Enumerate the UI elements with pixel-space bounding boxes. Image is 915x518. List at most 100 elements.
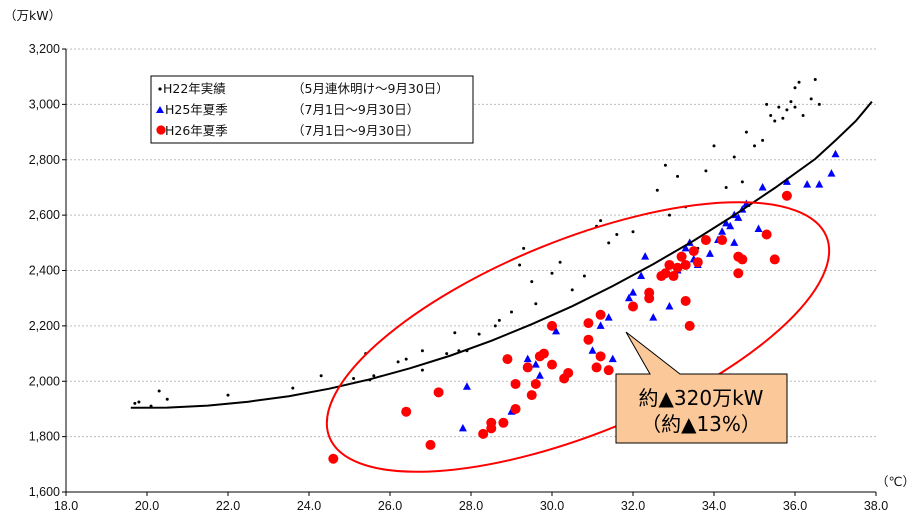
h22-data-point — [801, 113, 805, 117]
data-marks — [130, 77, 873, 464]
legend-period-h26: （7月1日〜9月30日） — [292, 123, 419, 138]
h22-data-point — [319, 374, 323, 378]
h22-data-point — [291, 386, 295, 390]
h22-data-point — [663, 163, 667, 167]
h22-data-point — [493, 324, 497, 328]
h25-data-point — [523, 354, 532, 363]
h26-data-point — [595, 309, 606, 320]
h25-data-point — [641, 252, 650, 260]
h22-data-point — [817, 102, 821, 106]
h26-data-point — [563, 367, 574, 378]
h22-data-point — [773, 119, 777, 123]
h22-data-point — [396, 360, 400, 364]
callout-box — [615, 331, 788, 444]
h25-data-point — [458, 423, 467, 432]
legend-box — [150, 75, 474, 144]
y-tick-label: 2,000 — [29, 374, 60, 388]
y-tick-label: 3,000 — [29, 97, 60, 111]
y-axis-unit-label: （万kW） — [4, 8, 61, 23]
h25-data-point — [726, 221, 735, 230]
h26-data-point — [433, 387, 444, 398]
h22-data-point — [615, 233, 619, 237]
h22-data-point — [497, 318, 501, 322]
h26-data-point — [680, 295, 691, 306]
h22-data-point — [226, 393, 230, 397]
h26-data-point — [502, 354, 513, 365]
h26-data-point — [583, 334, 594, 345]
h25-data-point — [705, 249, 714, 257]
h22-data-point — [372, 374, 376, 378]
h22-data-point — [510, 310, 513, 314]
h25-data-point — [535, 371, 544, 379]
h26-data-point — [510, 403, 521, 414]
h22-data-point — [420, 349, 424, 353]
legend-period-h25: （7月1日〜9月30日） — [292, 102, 419, 117]
h22-data-point — [582, 274, 586, 278]
h25-data-point — [734, 213, 743, 221]
h22-data-point — [558, 260, 562, 264]
legend-item-h22: H22年実績 （5月連休明け〜9月30日） — [158, 81, 449, 96]
h22-data-point — [631, 230, 635, 234]
h22-data-point — [445, 352, 449, 356]
h22-data-point — [352, 376, 356, 380]
h26-data-point — [700, 235, 711, 246]
h26-data-point — [538, 348, 549, 359]
h22-data-point — [781, 116, 785, 120]
y-tick-labels: 1,600 1,800 2,000 2,200 2,400 2,600 2,800 3,000… — [29, 42, 60, 499]
h25-data-point — [624, 293, 633, 302]
reduction-ellipse — [325, 201, 831, 473]
h25-data-point — [681, 243, 690, 252]
h25-data-point — [718, 227, 727, 235]
h26-data-point — [583, 318, 594, 329]
legend-dot-marker — [158, 87, 162, 91]
h22-data-point — [133, 401, 137, 405]
h22-data-point — [404, 357, 408, 361]
trend-line — [130, 100, 873, 409]
h22-data-point — [655, 188, 659, 192]
legend-item-h26: H26年夏季 （7月1日〜9月30日） — [156, 123, 419, 138]
callout-line1: 約▲320万kW — [639, 386, 764, 410]
legend-item-h25: H25年夏季 （7月1日〜9月30日） — [156, 102, 419, 117]
h22-data-point — [809, 97, 813, 101]
h26-data-point — [591, 362, 602, 373]
h25-data-point — [531, 360, 540, 368]
h25-data-point — [803, 180, 812, 188]
x-tick-label: 22.0 — [216, 499, 240, 513]
callout: 約▲320万kW （約▲13%） — [615, 331, 788, 444]
h22-data-point — [530, 280, 534, 284]
h22-data-point — [165, 397, 169, 401]
h26-data-point — [530, 379, 541, 390]
h25-data-point — [604, 313, 613, 321]
h26-data-point — [510, 379, 521, 390]
h22-data-point — [550, 271, 554, 275]
h22-data-point — [797, 80, 801, 84]
h26-data-point — [676, 251, 687, 262]
h26-data-point — [688, 246, 699, 257]
h26-data-point — [603, 365, 614, 376]
h22-data-point — [667, 213, 671, 217]
h25-data-point — [608, 354, 617, 363]
h26-data-point — [733, 268, 744, 279]
h25-data-point — [649, 313, 658, 321]
y-tick-label: 1,600 — [29, 485, 60, 499]
x-tick-labels: 18.0 20.0 22.0 24.0 26.0 28.0 30.0 32.0 34.0 36.0… — [54, 499, 888, 513]
h22-data-point — [420, 368, 424, 372]
h25-data-point — [827, 169, 836, 177]
h22-data-point — [740, 180, 744, 184]
x-tick-label: 26.0 — [378, 499, 402, 513]
x-tick-label: 30.0 — [540, 499, 564, 513]
h26-data-point — [668, 271, 679, 282]
h22-data-point — [785, 108, 789, 112]
h22-data-point — [477, 332, 481, 336]
h26-data-point — [401, 406, 412, 417]
x-tick-label: 34.0 — [702, 499, 726, 513]
legend-label-h22: H22年実績 — [163, 81, 226, 96]
h26-data-point — [595, 351, 606, 362]
x-tick-label: 18.0 — [54, 499, 78, 513]
h22-data-point — [724, 185, 728, 189]
h25-data-point — [596, 321, 605, 329]
h25-data-point — [730, 238, 739, 246]
h25-data-point — [588, 346, 597, 354]
h25-data-point — [665, 301, 674, 310]
y-tick-label: 1,800 — [29, 430, 60, 444]
